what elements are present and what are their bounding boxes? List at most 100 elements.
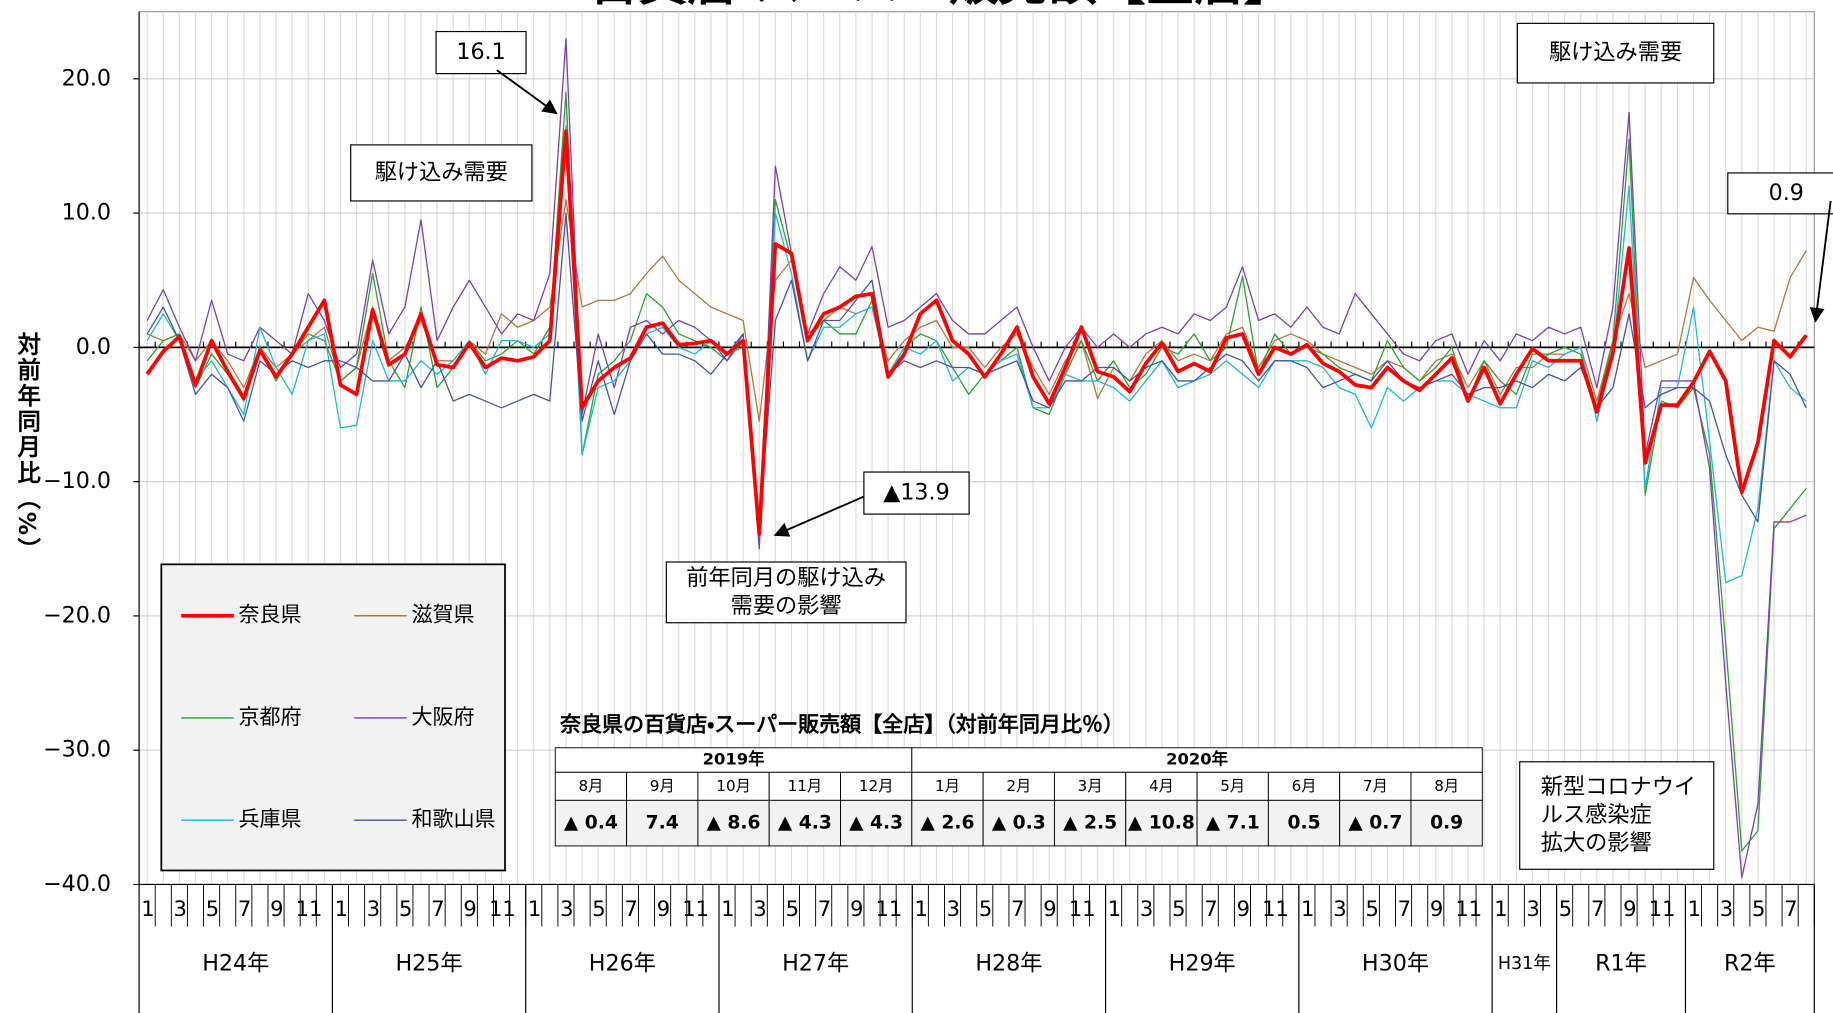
x-tick-label: 1 xyxy=(1301,896,1314,921)
annotation-box xyxy=(1516,22,1715,84)
x-tick-label: 11 xyxy=(1069,896,1096,921)
legend-label: 和歌山県 xyxy=(411,806,495,831)
table-month-cell xyxy=(1267,771,1341,801)
x-tick-label: 7 xyxy=(1011,896,1024,921)
annotation-arrow xyxy=(773,495,865,537)
table-month-cell xyxy=(554,771,628,801)
table-value-cell xyxy=(840,799,913,847)
x-tick-label: 3 xyxy=(1720,896,1733,921)
annotation-box xyxy=(665,561,907,624)
x-tick-label: 7 xyxy=(1784,896,1797,921)
table-month: 5月 xyxy=(1220,777,1245,795)
y-tick-label: −20.0 xyxy=(43,602,111,628)
table-value: ▲ 2.6 xyxy=(920,813,974,834)
x-tick-label: 11 xyxy=(296,896,323,921)
table-month-cell xyxy=(697,771,770,801)
x-tick-label: 3 xyxy=(173,896,186,921)
y-tick-label: −30.0 xyxy=(43,737,111,763)
x-tick-label: 3 xyxy=(1333,896,1346,921)
table-year-cell xyxy=(911,747,1483,773)
x-tick-label: 9 xyxy=(1237,896,1250,921)
x-tick-label: 7 xyxy=(431,896,444,921)
annotation-text: 需要の影響 xyxy=(731,593,842,619)
year-label: H25年 xyxy=(395,950,462,976)
y-tick-label: −40.0 xyxy=(43,871,111,897)
year-label: H30年 xyxy=(1362,950,1429,976)
x-tick-label: 11 xyxy=(1455,896,1482,921)
x-tick-label: 5 xyxy=(399,896,412,921)
x-tick-label: 9 xyxy=(850,896,863,921)
table-value: ▲ 0.4 xyxy=(564,813,618,834)
table-value-cell xyxy=(982,799,1055,847)
table-value: ▲ 8.6 xyxy=(707,813,761,834)
table-month: 3月 xyxy=(1078,777,1103,795)
x-tick-label: 11 xyxy=(876,896,903,921)
x-tick-label: 7 xyxy=(238,896,251,921)
x-tick-label: 3 xyxy=(947,896,960,921)
x-tick-label: 3 xyxy=(753,896,766,921)
x-tick-label: 11 xyxy=(489,896,516,921)
year-label: H26年 xyxy=(589,950,656,976)
table-month-cell xyxy=(1196,771,1269,801)
legend-label: 大阪府 xyxy=(411,704,474,729)
annotation-box xyxy=(435,30,527,75)
y-tick-label: 20.0 xyxy=(62,65,111,91)
table-value: 7.4 xyxy=(646,813,679,834)
table-value: ▲ 7.1 xyxy=(1206,813,1260,834)
table-month: 7月 xyxy=(1363,777,1388,795)
x-tick-label: 7 xyxy=(1591,896,1604,921)
table-title: 奈良県の百貨店・スーパー販売額【全店】（対前年同月比％） xyxy=(559,712,1124,737)
table-month-cell xyxy=(1339,771,1412,801)
table-value: ▲ 0.7 xyxy=(1348,813,1402,834)
x-tick-label: 5 xyxy=(979,896,992,921)
table-value: 0.5 xyxy=(1287,813,1320,834)
table-year: 2020年 xyxy=(1166,750,1228,769)
annotation-text: 16.1 xyxy=(456,39,505,65)
x-tick-label: 7 xyxy=(818,896,831,921)
x-tick-label: 7 xyxy=(1398,896,1411,921)
x-tick-label: 11 xyxy=(1649,896,1676,921)
x-tick-label: 1 xyxy=(335,896,348,921)
x-tick-label: 11 xyxy=(1262,896,1289,921)
table-month-cell xyxy=(768,771,841,801)
x-tick-label: 1 xyxy=(1108,896,1121,921)
table-value-cell xyxy=(1339,799,1412,847)
annotation-text: ルス感染症 xyxy=(1541,802,1652,828)
legend-label: 滋賀県 xyxy=(411,602,474,627)
x-tick-label: 5 xyxy=(1172,896,1185,921)
x-tick-label: 9 xyxy=(1623,896,1636,921)
table-month: 11月 xyxy=(788,777,823,795)
annotation-box xyxy=(1519,761,1715,870)
annotation-text: 駆け込み需要 xyxy=(375,159,508,185)
year-label: H27年 xyxy=(782,950,849,976)
x-tick-label: 3 xyxy=(1527,896,1540,921)
table-month: 2月 xyxy=(1006,777,1031,795)
table-value: ▲ 10.8 xyxy=(1128,813,1195,834)
table-month: 4月 xyxy=(1149,777,1174,795)
x-tick-label: 3 xyxy=(367,896,380,921)
x-tick-label: 9 xyxy=(657,896,670,921)
table-value-cell xyxy=(768,799,841,847)
table-month-cell xyxy=(1053,771,1127,801)
x-tick-label: 5 xyxy=(592,896,605,921)
x-tick-label: 1 xyxy=(914,896,927,921)
legend-label: 京都府 xyxy=(238,704,301,729)
x-tick-label: 9 xyxy=(1043,896,1056,921)
legend-label: 兵庫県 xyxy=(238,806,301,831)
year-label: H31年 xyxy=(1498,954,1551,974)
year-label: H24年 xyxy=(202,950,269,976)
table-value: ▲ 4.3 xyxy=(778,813,832,834)
table-value-cell xyxy=(1267,799,1341,847)
x-tick-label: 5 xyxy=(786,896,799,921)
x-tick-label: 3 xyxy=(560,896,573,921)
y-tick-label: 0.0 xyxy=(76,334,111,360)
y-axis-label: 対前年同月比（%） xyxy=(13,331,42,563)
x-tick-label: 1 xyxy=(141,896,154,921)
table-month: 1月 xyxy=(935,777,960,795)
table-value: ▲ 4.3 xyxy=(849,813,903,834)
table-month: 10月 xyxy=(716,777,751,795)
legend-label: 奈良県 xyxy=(238,602,301,627)
table-value-cell xyxy=(1410,799,1483,847)
